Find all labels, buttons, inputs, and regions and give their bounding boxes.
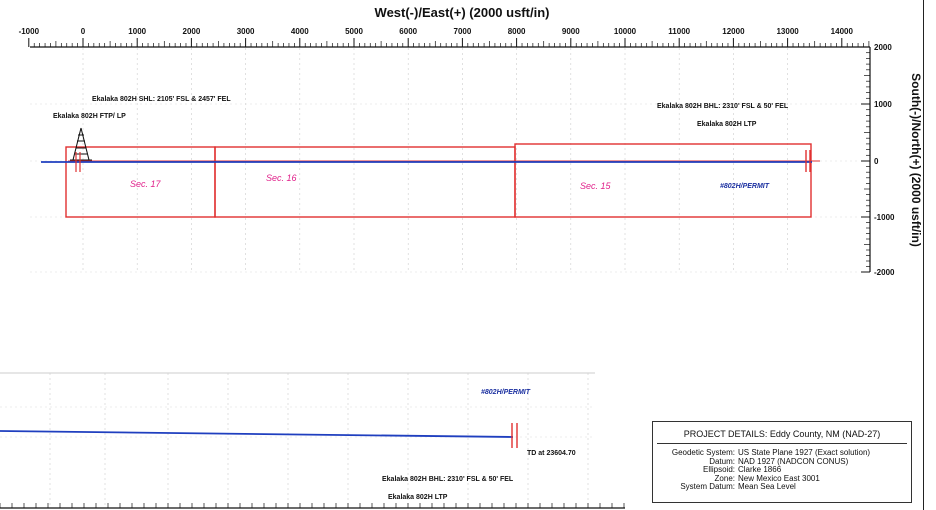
y-tick-label: 1000 — [874, 100, 892, 109]
project-detail-value: New Mexico East 3001 — [738, 473, 820, 483]
project-detail-value: US State Plane 1927 (Exact solution) — [738, 448, 871, 457]
project-detail-key: Zone: — [714, 473, 735, 483]
td-marker — [511, 423, 518, 448]
project-detail-value: Clarke 1866 — [738, 465, 782, 474]
y-tick-label: 2000 — [874, 43, 892, 52]
y-axis-ticks: 2000 1000 0 -1000 -2000 — [861, 43, 895, 277]
permit-label: #802H/PERMIT — [720, 183, 770, 190]
x-tick-label: 0 — [81, 27, 86, 36]
x-tick-label: 13000 — [776, 27, 799, 36]
y-tick-label: -2000 — [874, 268, 895, 277]
project-details-box: PROJECT DETAILS: Eddy County, NM (NAD-27… — [652, 421, 912, 503]
project-detail-value: NAD 1927 (NADCON CONUS) — [738, 456, 849, 466]
ftp-label: Ekalaka 802H FTP/ LP — [53, 113, 126, 120]
bhl-marker — [805, 150, 811, 172]
gridlines — [30, 46, 860, 273]
detail-ltp-label: Ekalaka 802H LTP — [388, 494, 448, 501]
x-tick-label: 4000 — [291, 27, 309, 36]
top-axis-title: West(-)/East(+) (2000 usft/in) — [375, 5, 550, 20]
project-detail-key: Geodetic System: — [671, 448, 735, 457]
project-detail-key: Ellipsoid: — [702, 465, 735, 474]
detail-wellbore-path — [0, 430, 514, 438]
section-16-outline — [214, 146, 516, 218]
right-axis-title: South(-)/North(+) (2000 usft/in) — [909, 73, 923, 247]
x-tick-label: 12000 — [722, 27, 745, 36]
section-16-label: Sec. 16 — [266, 173, 297, 183]
bhl-label: Ekalaka 802H BHL: 2310' FSL & 50' FEL — [657, 103, 789, 110]
shl-marker — [75, 152, 81, 172]
x-tick-label: 2000 — [183, 27, 201, 36]
project-rows: Geodetic System: US State Plane 1927 (Exa… — [653, 444, 911, 492]
ltp-label: Ekalaka 802H LTP — [697, 121, 757, 128]
project-title: PROJECT DETAILS: Eddy County, NM (NAD-27… — [657, 422, 907, 444]
project-detail-value: Mean Sea Level — [738, 482, 796, 491]
detail-permit-label: #802H/PERMIT — [481, 389, 531, 396]
x-tick-label: 14000 — [831, 27, 854, 36]
project-detail-row: System Datum: Mean Sea Level — [653, 482, 911, 492]
shl-label: Ekalaka 802H SHL: 2105' FSL & 2457' FEL — [92, 96, 231, 103]
x-tick-label: 8000 — [508, 27, 526, 36]
td-label: TD at 23604.70 — [527, 450, 576, 457]
project-detail-key: System Datum: — [680, 482, 735, 491]
project-detail-key: Datum: — [709, 456, 735, 466]
drilling-rig-icon — [70, 127, 92, 161]
x-tick-label: 6000 — [399, 27, 417, 36]
detail-gridlines — [0, 373, 625, 508]
x-tick-label: 5000 — [345, 27, 363, 36]
project-detail-row: Datum: NAD 1927 (NADCON CONUS) — [653, 456, 911, 467]
x-tick-label: 7000 — [454, 27, 472, 36]
right-frame-border — [923, 0, 924, 510]
project-detail-row: Ellipsoid: Clarke 1866 — [653, 465, 911, 475]
section-17-label: Sec. 17 — [130, 179, 162, 189]
project-detail-row: Zone: New Mexico East 3001 — [653, 473, 911, 484]
x-tick-label: 10000 — [614, 27, 637, 36]
y-tick-label: -1000 — [874, 213, 895, 222]
detail-bhl-label: Ekalaka 802H BHL: 2310' FSL & 50' FEL — [382, 476, 514, 483]
x-axis-ticks: -1000 0 1000 2000 3000 4000 5000 6000 7000 8000 90… — [19, 27, 870, 47]
x-tick-label: 1000 — [128, 27, 146, 36]
x-tick-label: 11000 — [668, 27, 690, 36]
x-tick-label: 9000 — [562, 27, 580, 36]
section-15-label: Sec. 15 — [580, 181, 612, 191]
project-detail-row: Geodetic System: US State Plane 1927 (Exa… — [653, 448, 911, 458]
section-15-outline — [514, 143, 812, 218]
x-tick-label: -1000 — [19, 27, 40, 36]
x-tick-label: 3000 — [237, 27, 255, 36]
y-tick-label: 0 — [874, 157, 879, 166]
